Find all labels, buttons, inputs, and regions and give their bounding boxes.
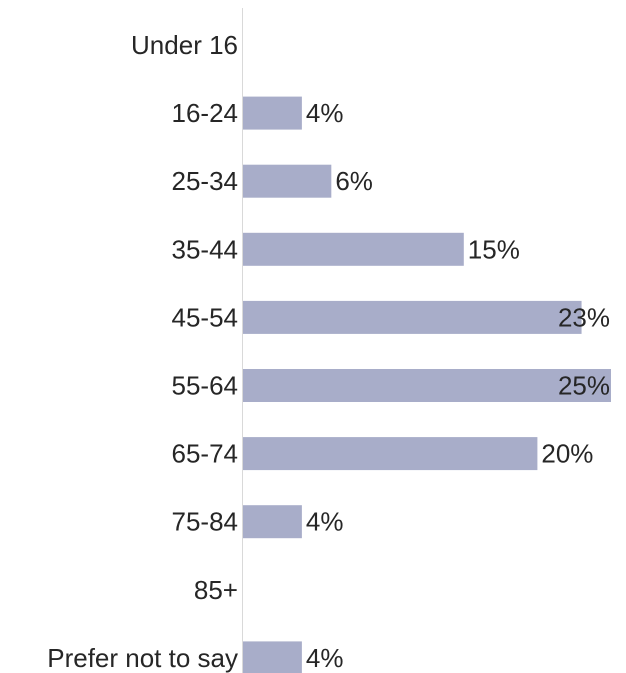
category-label: 45-54: [172, 302, 239, 332]
data-label: 23%: [558, 302, 610, 332]
category-label: 25-34: [172, 166, 239, 196]
category-label: Under 16: [131, 30, 238, 60]
bar: [243, 641, 302, 673]
bar: [243, 164, 332, 198]
data-label: 4%: [306, 98, 344, 128]
data-labels: 4% 6% 15% 23% 25% 20% 4% 4%: [306, 98, 610, 673]
category-label: 85+: [194, 575, 238, 605]
bar: [243, 232, 464, 266]
category-label: 35-44: [172, 234, 239, 264]
bar: [243, 96, 302, 130]
bar: [243, 505, 302, 539]
data-label: 4%: [306, 643, 344, 673]
data-label: 4%: [306, 507, 344, 537]
data-label: 15%: [468, 234, 520, 264]
category-label: 65-74: [172, 439, 239, 469]
data-label: 6%: [335, 166, 373, 196]
bar-series: [243, 96, 611, 673]
bar: [243, 369, 611, 402]
category-label: 55-64: [172, 371, 239, 401]
data-label: 25%: [558, 371, 610, 401]
category-label: 16-24: [172, 98, 239, 128]
bar: [243, 437, 538, 471]
bar: [243, 300, 582, 334]
data-label: 20%: [541, 439, 593, 469]
category-axis-labels: Under 16 16-24 25-34 35-44 45-54 55-64 65-74 75…: [47, 30, 238, 673]
category-label: Prefer not to say: [47, 643, 238, 673]
category-label: 75-84: [172, 507, 239, 537]
